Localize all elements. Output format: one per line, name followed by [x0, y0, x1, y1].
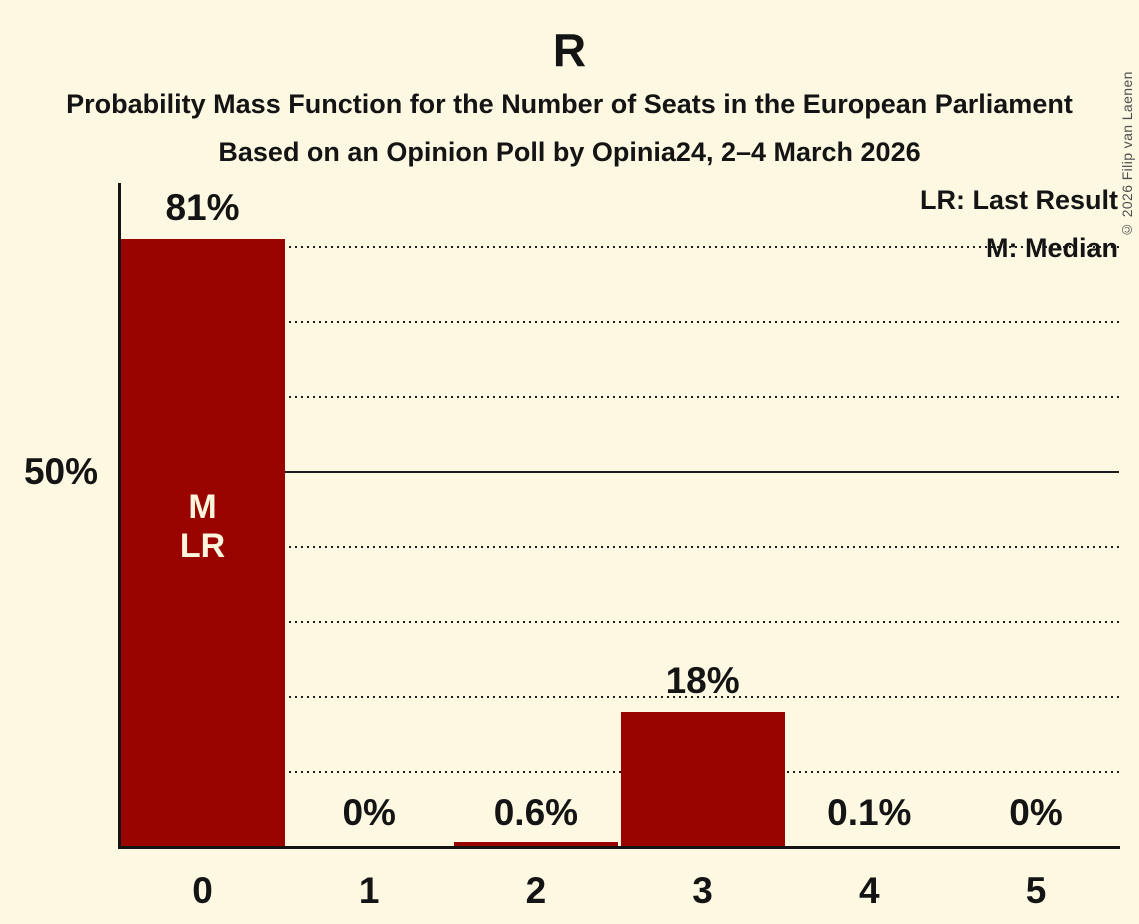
bar-seats-3 [620, 712, 785, 847]
value-label-seats-3: 18% [665, 660, 740, 701]
copyright-notice: © 2026 Filip van Laenen [1119, 71, 1135, 238]
legend: LR: Last Result M: Median [920, 183, 1118, 279]
gridline-30pct [121, 621, 1119, 623]
bar-seats-0 [120, 239, 285, 847]
gridline-80pct [121, 246, 1119, 248]
x-tick-label-1: 1 [358, 870, 380, 911]
bar-annotation-line: LR [179, 527, 226, 565]
value-label-seats-1: 0% [342, 792, 396, 833]
value-label-seats-0: 81% [165, 187, 240, 228]
x-tick-label-5: 5 [1025, 870, 1047, 911]
value-label-seats-2: 0.6% [493, 792, 579, 833]
value-label-seats-4: 0.1% [827, 792, 912, 833]
gridline-70pct [121, 321, 1119, 323]
chart-title: R [552, 24, 587, 76]
gridline-40pct [121, 546, 1119, 548]
x-tick-label-4: 4 [859, 870, 880, 911]
majority-line-50pct [121, 471, 1119, 473]
value-label-seats-5: 0% [1009, 792, 1063, 833]
legend-entry-last-result: LR: Last Result [919, 185, 1118, 215]
x-tick-label-2: 2 [525, 870, 547, 911]
gridline-10pct [121, 771, 1119, 773]
chart-source-line: Based on an Opinion Poll by Opinia24, 2–… [218, 137, 921, 167]
x-axis-line [118, 846, 1120, 849]
y-axis-tick-label: 50% [23, 451, 98, 492]
y-axis-line [118, 183, 121, 849]
chart-subtitle: Probability Mass Function for the Number… [66, 89, 1073, 119]
x-tick-label-3: 3 [692, 870, 713, 911]
bar-annotation-median-lastresult: M LR [121, 488, 285, 566]
legend-entry-median: M: Median [986, 233, 1118, 263]
bar-annotation-line: M [188, 488, 217, 526]
bar-seats-2 [453, 842, 618, 847]
x-tick-label-0: 0 [192, 870, 213, 911]
gridline-20pct [121, 696, 1119, 698]
gridline-60pct [121, 396, 1119, 398]
